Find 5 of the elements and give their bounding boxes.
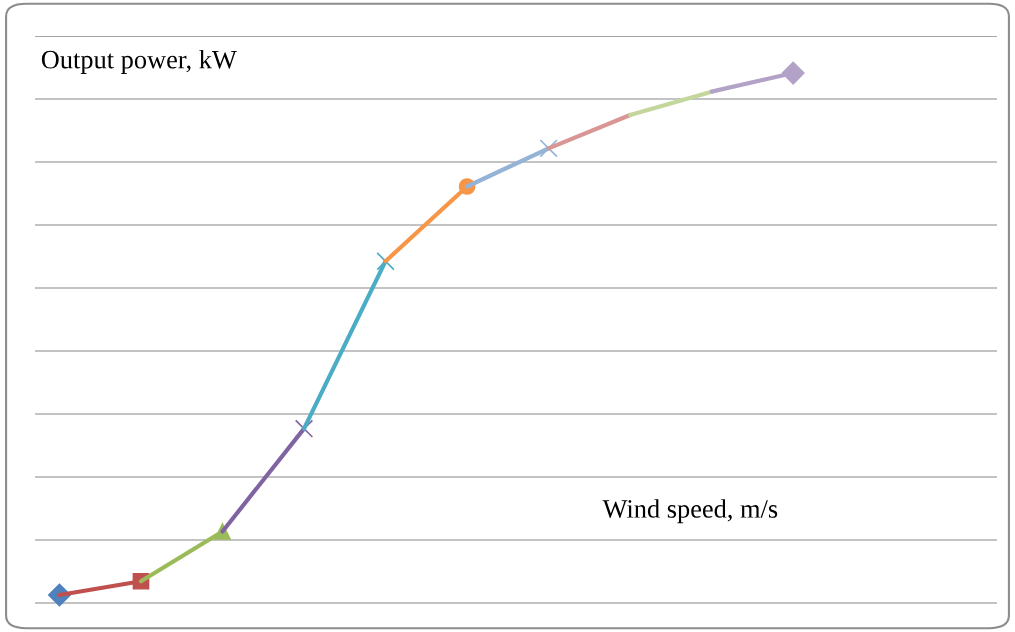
- point: [539, 139, 558, 158]
- x-axis-title: Wind speed, m/s: [602, 499, 778, 524]
- y-axis-title: Output power, kW: [41, 49, 237, 74]
- point: [781, 61, 805, 85]
- point: [294, 419, 314, 438]
